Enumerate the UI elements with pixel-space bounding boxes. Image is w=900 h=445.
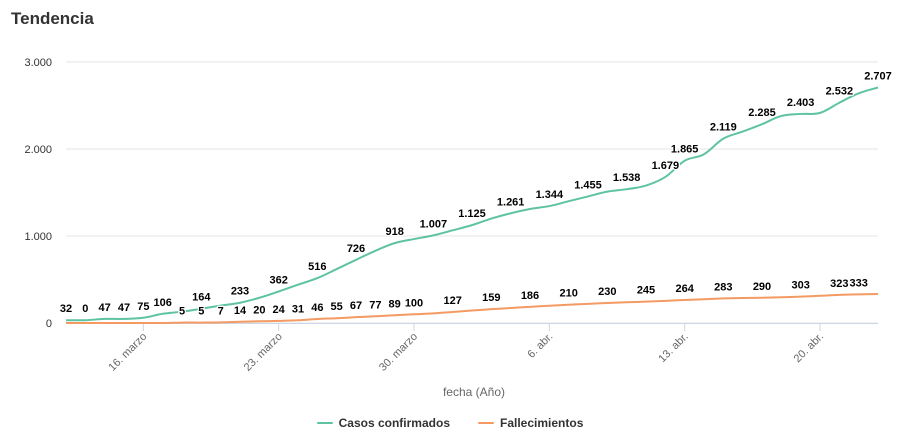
x-tick-label: 30. marzo [377, 331, 420, 374]
x-tick-label: 6. abr. [525, 331, 555, 361]
series-line-deaths [66, 293, 879, 325]
data-label-deaths: 67 [350, 300, 362, 312]
legend-label-deaths: Fallecimientos [500, 416, 584, 430]
data-label-deaths: 303 [791, 280, 809, 292]
data-label-deaths: 31 [292, 303, 304, 315]
data-label-deaths: 20 [253, 304, 265, 316]
data-label-deaths: 46 [311, 302, 323, 314]
data-label-confirmed: 2.285 [748, 107, 776, 119]
data-label-deaths: 14 [234, 305, 247, 317]
data-label-confirmed: 2.532 [826, 86, 854, 98]
x-tick-label: 20. abr. [792, 331, 826, 365]
legend-label-confirmed: Casos confirmados [338, 416, 450, 430]
data-label-confirmed: 2.119 [710, 122, 737, 134]
chart-title: Tendencia [11, 9, 94, 28]
data-label-deaths: 89 [389, 298, 401, 310]
data-label-confirmed: 47 [99, 302, 111, 314]
data-label-confirmed: 164 [192, 292, 211, 304]
data-label-deaths: 264 [675, 283, 694, 295]
legend-swatch-confirmed [316, 422, 333, 424]
y-tick-label: 2.000 [24, 144, 52, 156]
data-label-confirmed: 1.865 [671, 144, 699, 156]
data-label-confirmed: 1.344 [536, 189, 564, 201]
data-label-confirmed: 2.707 [864, 70, 892, 82]
data-label-deaths: 5 [198, 306, 204, 318]
data-label-deaths: 230 [598, 286, 616, 298]
data-label-confirmed: 1.125 [458, 208, 486, 220]
y-tick-label: 3.000 [24, 57, 52, 69]
y-tick-label: 1.000 [24, 231, 52, 243]
data-label-confirmed: 1.007 [420, 218, 448, 230]
data-label-deaths: 333 [849, 277, 867, 289]
data-label-deaths: 210 [559, 288, 577, 300]
data-label-confirmed: 2.403 [787, 97, 815, 109]
data-label-confirmed: 0 [82, 303, 88, 315]
data-label-confirmed: 1.538 [613, 172, 641, 184]
x-axis-title: fecha (Año) [443, 385, 505, 399]
series-lines [65, 86, 879, 325]
data-label-deaths: 245 [637, 285, 655, 297]
x-tick-label: 23. marzo [242, 331, 285, 374]
legend-swatch-deaths [478, 422, 494, 424]
data-label-deaths: 290 [753, 281, 771, 293]
data-label-confirmed: 106 [153, 297, 171, 309]
legend-item-confirmed[interactable]: Casos confirmados [316, 416, 450, 430]
data-labels: 32 0 47 47 75 106 1642333625167269181.0071.125… [59, 69, 893, 319]
data-label-confirmed: 47 [118, 302, 130, 314]
data-label-deaths: 77 [369, 299, 381, 311]
x-axis: 16. marzo 23. marzo 30. marzo 6. abr. 13. ab… [66, 323, 878, 374]
data-label-deaths: 127 [443, 295, 461, 307]
series-line-confirmed [65, 86, 879, 322]
data-label-deaths: 5 [179, 306, 185, 318]
data-label-deaths: 159 [482, 292, 500, 304]
legend-item-deaths[interactable]: Fallecimientos [478, 416, 583, 430]
data-label-deaths: 283 [714, 281, 732, 293]
data-label-confirmed: 1.455 [574, 179, 602, 191]
data-label-deaths: 100 [405, 297, 423, 309]
data-label-confirmed: 75 [137, 301, 149, 313]
y-tick-label: 0 [46, 318, 52, 330]
data-label-deaths: 323 [830, 278, 848, 290]
data-label-confirmed: 726 [347, 243, 365, 255]
x-tick-label: 13. abr. [656, 331, 690, 365]
data-label-confirmed: 32 [60, 303, 72, 315]
y-axis-ticks: 0 1.000 2.000 3.000 [24, 57, 52, 330]
data-label-deaths: 55 [331, 301, 343, 313]
data-label-confirmed: 1.679 [652, 160, 680, 172]
data-label-confirmed: 362 [269, 275, 287, 287]
data-label-confirmed: 233 [231, 286, 249, 298]
data-label-deaths: 7 [218, 305, 224, 317]
data-label-deaths: 186 [521, 290, 539, 302]
legend: Casos confirmados Fallecimientos [0, 416, 900, 430]
x-tick-label: 16. marzo [106, 331, 149, 374]
data-label-confirmed: 918 [385, 226, 403, 238]
data-label-deaths: 24 [273, 304, 286, 316]
data-label-confirmed: 516 [308, 261, 326, 273]
data-label-confirmed: 1.261 [497, 196, 525, 208]
